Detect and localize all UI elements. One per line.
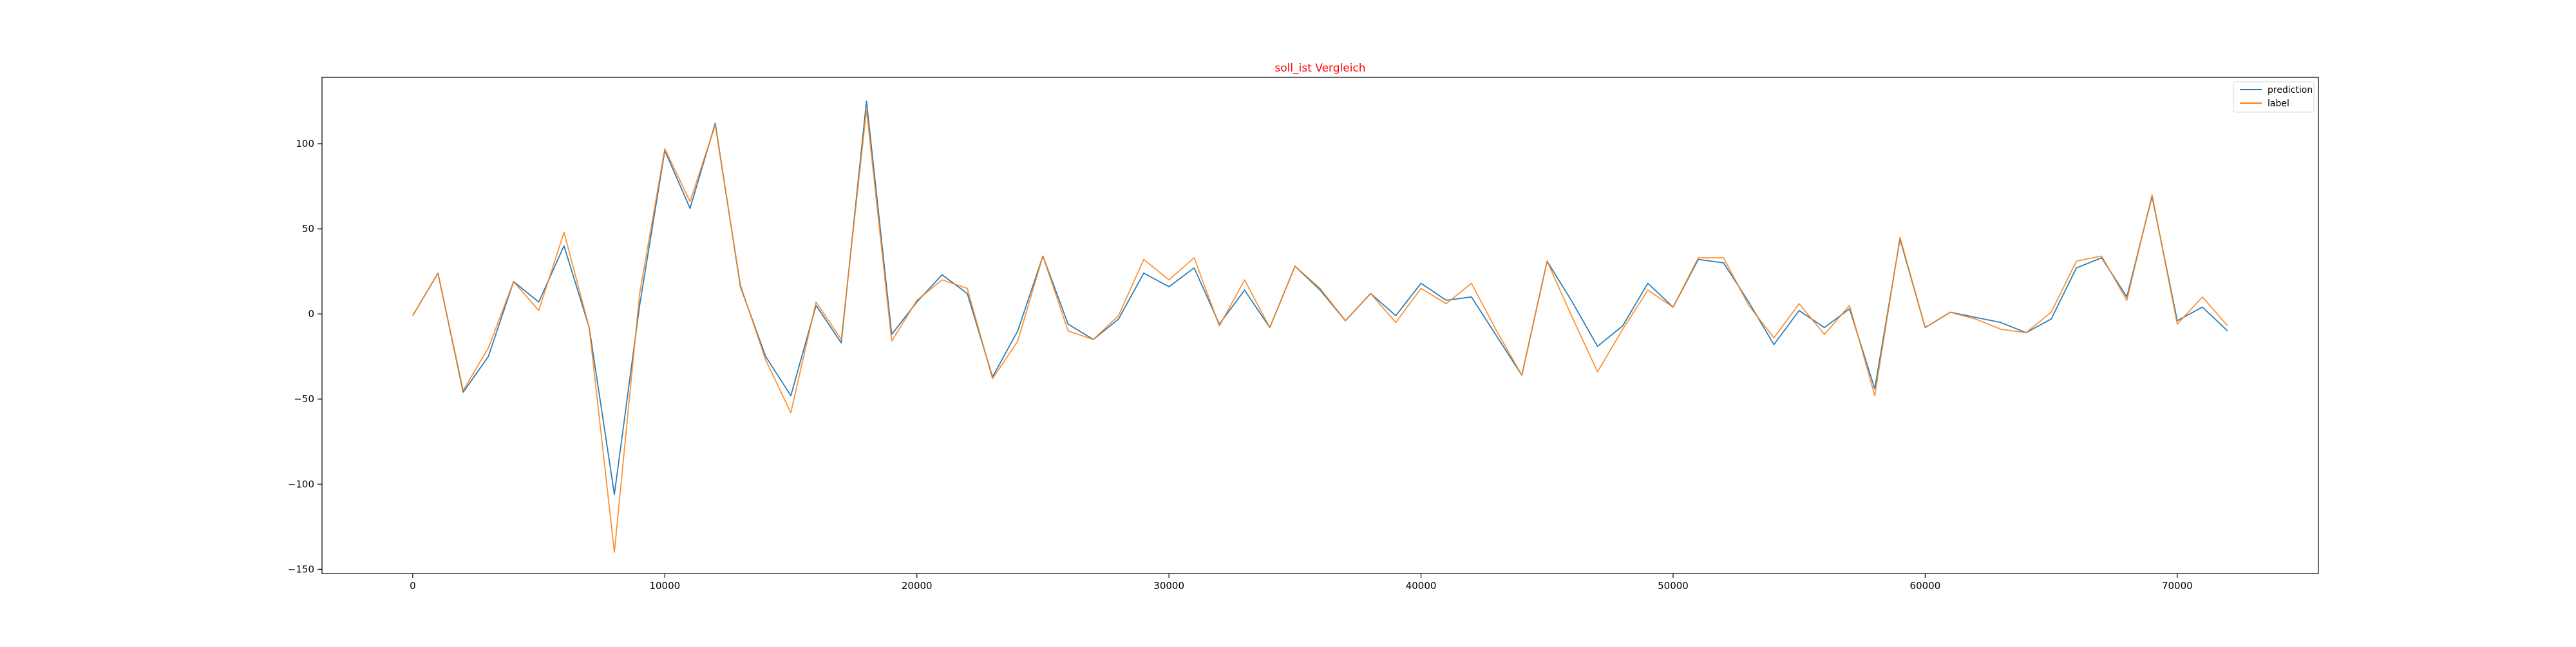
y-tick-label: 100 (296, 138, 314, 150)
x-tick-label: 40000 (1406, 580, 1437, 592)
y-axis-ticks: −150 −100 −50 0 50 100 (288, 138, 322, 575)
y-tick-label: 50 (302, 223, 314, 235)
x-tick-label: 30000 (1153, 580, 1184, 592)
x-tick-label: 20000 (902, 580, 933, 592)
x-tick-label: 10000 (649, 580, 680, 592)
legend: prediction label (2233, 81, 2315, 113)
x-tick-label: 60000 (1910, 580, 1941, 592)
y-tick-label: 0 (308, 308, 314, 320)
y-tick-label: −50 (294, 393, 314, 405)
x-tick-label: 0 (410, 580, 416, 592)
y-tick-label: −100 (288, 478, 314, 490)
legend-label-label: label (2268, 99, 2289, 109)
series-line-label (412, 109, 2228, 553)
chart-title: soll_ist Vergleich (1274, 62, 1365, 75)
x-tick-label: 70000 (2162, 580, 2193, 592)
legend-label-prediction: prediction (2268, 85, 2313, 95)
x-axis-ticks: 0 10000 20000 30000 40000 50000 60000 70000 (410, 574, 2193, 592)
series-lines (412, 101, 2228, 553)
y-tick-label: −150 (288, 563, 314, 575)
x-tick-label: 50000 (1658, 580, 1689, 592)
plot-area-frame (321, 77, 2319, 574)
